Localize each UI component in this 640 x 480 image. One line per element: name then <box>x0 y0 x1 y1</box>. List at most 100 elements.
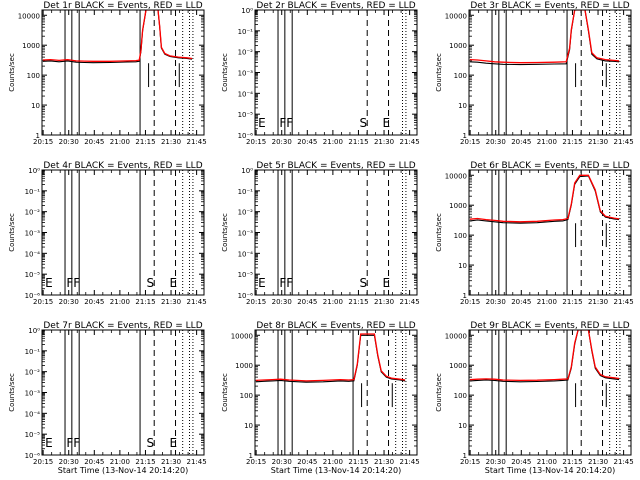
y-tick-label: 10⁻⁴ <box>238 90 254 98</box>
y-tick-label: 10000 <box>445 172 467 180</box>
panel-p3: Det 3r BLACK = Events, RED = LLD Counts/s… <box>435 1 634 146</box>
flag-label: E <box>170 276 178 290</box>
panel-title: Det 4r BLACK = Events, RED = LLD <box>43 161 202 171</box>
y-axis-label: Counts/sec <box>435 373 443 412</box>
flag-label: F <box>66 276 73 290</box>
series-line-lld <box>469 330 620 382</box>
event-lines <box>491 330 621 455</box>
y-tick-label: 10000 <box>445 332 467 340</box>
y-tick-label: 1000 <box>449 362 467 370</box>
panel-p2: Det 2r BLACK = Events, RED = LLD Counts/s… <box>221 1 420 146</box>
x-tick-label: 21:00 <box>323 298 343 306</box>
flag-label: S <box>147 276 155 290</box>
event-lines <box>277 10 407 135</box>
y-tick-label: 10 <box>458 262 467 270</box>
x-axis-label: Start Time (13-Nov-14 20:14:20) <box>485 466 615 475</box>
x-tick-label: 21:15 <box>348 458 368 466</box>
y-tick-label: 10⁻² <box>25 209 41 217</box>
panel-p5: Det 5r BLACK = Events, RED = LLD Counts/s… <box>221 161 420 306</box>
x-tick-label: 20:15 <box>33 458 53 466</box>
y-tick-label: 10 <box>244 422 253 430</box>
x-tick-label: 21:30 <box>588 138 608 146</box>
flag-label: S <box>360 116 368 130</box>
x-tick-label: 21:30 <box>161 298 181 306</box>
flag-label: S <box>147 436 155 450</box>
y-tick-label: 10⁻¹ <box>238 188 254 196</box>
y-tick-label: 1 <box>463 452 467 460</box>
x-tick-label: 21:45 <box>614 298 634 306</box>
y-tick-label: 10⁰ <box>28 167 40 175</box>
x-tick-label: 20:15 <box>246 298 266 306</box>
y-tick-label: 10⁻³ <box>238 230 254 238</box>
y-tick-label: 1 <box>463 132 467 140</box>
panel-title: Det 7r BLACK = Events, RED = LLD <box>43 321 202 331</box>
panel-p1: Det 1r BLACK = Events, RED = LLD Counts/s… <box>8 1 207 146</box>
x-tick-label: 20:45 <box>84 458 104 466</box>
x-tick-label: 20:30 <box>272 138 292 146</box>
x-tick-label: 21:00 <box>110 458 130 466</box>
plot-frame <box>468 329 632 456</box>
x-tick-label: 21:00 <box>323 458 343 466</box>
plot-frame <box>41 9 205 136</box>
plot-frame <box>254 329 418 456</box>
x-tick-label: 21:30 <box>588 458 608 466</box>
y-axis-label: Counts/sec <box>8 53 16 92</box>
y-tick-label: 10⁻³ <box>25 230 41 238</box>
y-tick-label: 1000 <box>449 42 467 50</box>
x-tick-label: 20:15 <box>460 298 480 306</box>
y-tick-label: 1 <box>249 452 253 460</box>
x-tick-label: 20:30 <box>59 138 79 146</box>
x-tick-label: 20:45 <box>297 458 317 466</box>
series-line-lld <box>469 10 620 64</box>
y-tick-label: 10000 <box>231 332 253 340</box>
x-tick-label: 21:45 <box>187 458 207 466</box>
x-tick-label: 21:15 <box>135 298 155 306</box>
x-axis-label: Start Time (13-Nov-14 20:14:20) <box>271 466 401 475</box>
flag-label: E <box>383 276 391 290</box>
x-tick-label: 20:45 <box>511 458 531 466</box>
series-line-lld <box>469 174 620 223</box>
y-tick-label: 10⁻⁶ <box>238 292 254 300</box>
flag-label: E <box>258 116 266 130</box>
y-tick-label: 10⁻¹ <box>25 348 41 356</box>
event-lines <box>277 330 407 455</box>
panel-title: Det 6r BLACK = Events, RED = LLD <box>470 161 629 171</box>
panel-p8: Det 8r BLACK = Events, RED = LLD Counts/s… <box>221 321 420 475</box>
series-group <box>469 10 620 88</box>
x-tick-label: 21:15 <box>348 138 368 146</box>
x-tick-label: 21:45 <box>614 458 634 466</box>
x-tick-label: 21:00 <box>110 138 130 146</box>
flag-label: S <box>360 276 368 290</box>
y-axis-label: Counts/sec <box>221 53 229 92</box>
event-lines <box>491 10 621 135</box>
x-tick-label: 20:15 <box>460 458 480 466</box>
y-tick-label: 10 <box>458 102 467 110</box>
x-tick-label: 21:45 <box>400 138 420 146</box>
x-tick-label: 21:15 <box>348 298 368 306</box>
x-tick-label: 21:30 <box>374 458 394 466</box>
y-tick-label: 10⁰ <box>241 167 253 175</box>
flag-label: F <box>66 436 73 450</box>
y-tick-label: 100 <box>454 72 467 80</box>
y-tick-label: 10 <box>31 102 40 110</box>
flag-label: E <box>170 436 178 450</box>
plot-frame <box>254 169 418 296</box>
series-line-lld <box>42 10 193 62</box>
panel-p7: Det 7r BLACK = Events, RED = LLD Counts/s… <box>8 321 207 475</box>
x-tick-label: 20:30 <box>59 298 79 306</box>
panel-title: Det 9r BLACK = Events, RED = LLD <box>470 321 629 331</box>
x-tick-label: 21:30 <box>588 298 608 306</box>
x-tick-label: 20:30 <box>486 138 506 146</box>
flag-label: E <box>258 276 266 290</box>
x-tick-label: 21:45 <box>187 138 207 146</box>
y-tick-label: 10⁻² <box>238 209 254 217</box>
plot-frame <box>41 329 205 456</box>
panel-p9: Det 9r BLACK = Events, RED = LLD Counts/s… <box>435 321 634 475</box>
panel-title: Det 3r BLACK = Events, RED = LLD <box>470 1 629 11</box>
y-tick-label: 10⁻² <box>25 369 41 377</box>
y-tick-label: 10 <box>458 422 467 430</box>
y-tick-label: 1000 <box>235 362 253 370</box>
x-tick-label: 20:30 <box>486 298 506 306</box>
panel-p6: Det 6r BLACK = Events, RED = LLD Counts/s… <box>435 161 634 306</box>
